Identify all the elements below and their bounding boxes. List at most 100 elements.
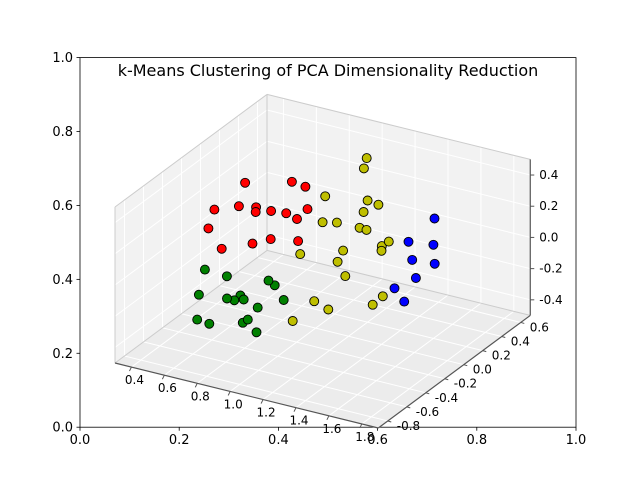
grid-line-y bbox=[257, 256, 521, 323]
x3-tick bbox=[359, 423, 363, 429]
y3-tick-label: -0.6 bbox=[416, 405, 439, 419]
cluster-green-point bbox=[193, 289, 204, 300]
x3-tick-label: 1.4 bbox=[289, 414, 308, 428]
cluster-yellow-point bbox=[309, 296, 320, 307]
grid-line-z bbox=[114, 172, 268, 286]
outer-y-tick-label: 1.0 bbox=[52, 51, 73, 66]
cluster-red-point bbox=[216, 243, 227, 254]
x-axis-line bbox=[114, 362, 379, 429]
grid-line-y bbox=[200, 299, 464, 366]
cluster-red-point bbox=[281, 208, 292, 219]
cluster-yellow-point bbox=[367, 299, 378, 310]
outer-y-tick-label: 0.0 bbox=[52, 421, 73, 436]
cluster-green-point bbox=[204, 318, 215, 329]
y-axis-line bbox=[377, 314, 531, 429]
z3-tick-label: 0.0 bbox=[539, 230, 558, 244]
x3-tick-label: 1.8 bbox=[355, 430, 374, 444]
cluster-yellow-point bbox=[317, 217, 328, 228]
y3-tick-label: -0.2 bbox=[454, 377, 477, 391]
y3-tick bbox=[520, 321, 525, 324]
cluster-yellow-point bbox=[358, 163, 369, 174]
grid-line-x bbox=[295, 294, 449, 409]
x3-tick bbox=[129, 366, 132, 372]
cluster-green-point bbox=[199, 264, 210, 275]
cluster-green-point bbox=[252, 302, 263, 313]
cluster-blue-point bbox=[403, 236, 414, 247]
cluster-green-point bbox=[192, 314, 203, 325]
grid-line-z bbox=[114, 109, 268, 224]
grid-line-x bbox=[229, 278, 383, 392]
cluster-blue-point bbox=[429, 213, 440, 224]
y3-tick-label: 0.2 bbox=[492, 349, 511, 363]
y3-tick bbox=[444, 378, 449, 381]
grid-line-y bbox=[181, 313, 445, 380]
x3-tick-label: 0.6 bbox=[158, 381, 177, 395]
cluster-green-point bbox=[251, 327, 262, 338]
chart-title: k-Means Clustering of PCA Dimensionality… bbox=[117, 61, 539, 80]
cluster-red-point bbox=[250, 207, 261, 217]
outer-y-tick-label: 0.6 bbox=[52, 199, 73, 214]
grid-line-z bbox=[114, 203, 268, 317]
y3-tick-label: -0.4 bbox=[435, 391, 458, 405]
cluster-blue-point bbox=[429, 258, 440, 269]
grid-line-x bbox=[196, 270, 350, 384]
x3-tick-label: 1.2 bbox=[257, 406, 276, 420]
grid-line-x bbox=[328, 302, 482, 417]
grid-line-z bbox=[266, 140, 531, 207]
grid-line-z bbox=[114, 234, 268, 348]
cluster-green-point bbox=[222, 293, 232, 304]
cluster-yellow-point bbox=[287, 316, 298, 326]
pane-floor bbox=[115, 250, 531, 428]
cluster-yellow-point bbox=[383, 236, 394, 247]
cluster-yellow-point bbox=[320, 191, 331, 202]
cluster-yellow-point bbox=[332, 256, 343, 267]
cluster-green-point bbox=[238, 294, 249, 305]
cluster-blue-point bbox=[428, 239, 439, 250]
cluster-red-point bbox=[293, 236, 304, 247]
cluster-yellow-point bbox=[338, 245, 349, 256]
cluster-yellow-point bbox=[377, 291, 388, 302]
cluster-red-point bbox=[265, 234, 276, 245]
cluster-green-point bbox=[263, 275, 274, 286]
cluster-blue-point bbox=[410, 273, 421, 283]
x3-tick-label: 0.8 bbox=[191, 389, 210, 403]
grid-line-z bbox=[266, 109, 531, 176]
grid-line-z bbox=[266, 171, 531, 238]
outer-x-tick-label: 0.0 bbox=[70, 433, 91, 448]
y3-tick-label: -0.8 bbox=[397, 419, 420, 433]
pane-edge bbox=[114, 94, 268, 208]
y3-tick bbox=[387, 420, 392, 423]
cluster-red-point bbox=[286, 176, 297, 187]
cluster-yellow-point bbox=[376, 245, 387, 256]
cluster-red-point bbox=[247, 238, 258, 249]
grid-line-x bbox=[361, 310, 515, 425]
y3-tick bbox=[501, 336, 506, 339]
cluster-yellow-point bbox=[373, 199, 384, 210]
outer-x-tick-label: 0.2 bbox=[169, 433, 190, 448]
cluster-green-point bbox=[242, 314, 253, 325]
cluster-red-point bbox=[203, 223, 214, 234]
cluster-red-point bbox=[300, 181, 311, 192]
z3-tick-label: -0.2 bbox=[539, 262, 562, 276]
grid-line-x bbox=[131, 254, 284, 368]
x3-tick bbox=[326, 415, 330, 421]
cluster-yellow-point bbox=[340, 271, 351, 282]
pane-edge bbox=[114, 250, 268, 364]
outer-x-tick-label: 0.6 bbox=[367, 433, 388, 448]
z3-tick-label: -0.4 bbox=[539, 293, 562, 307]
outer-y-tick-label: 0.2 bbox=[52, 347, 73, 362]
cluster-blue-point bbox=[407, 254, 418, 265]
cluster-red-point bbox=[302, 204, 313, 215]
z3-tick-label: 0.4 bbox=[539, 168, 558, 182]
cluster-yellow-point bbox=[361, 153, 372, 164]
cluster-yellow-point bbox=[323, 304, 334, 315]
grid-line-z bbox=[266, 203, 531, 270]
y3-tick bbox=[463, 364, 468, 367]
axes-frame bbox=[79, 57, 577, 428]
outer-x-tick-label: 1.0 bbox=[566, 433, 587, 448]
outer-y-tick-label: 0.8 bbox=[52, 125, 73, 140]
y3-tick-label: 0.6 bbox=[530, 320, 549, 334]
z3-tick-label: 0.2 bbox=[539, 199, 558, 213]
